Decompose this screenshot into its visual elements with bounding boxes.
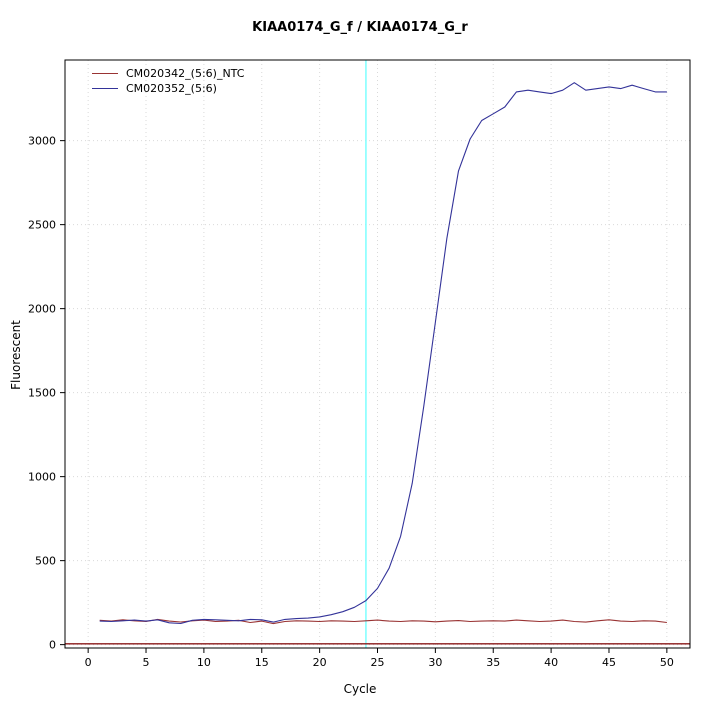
ntc-line-swatch [92,73,118,74]
x-axis-label: Cycle [343,682,377,696]
svg-text:40: 40 [544,656,558,669]
svg-text:10: 10 [197,656,211,669]
svg-text:25: 25 [371,656,385,669]
svg-text:3000: 3000 [28,135,56,148]
svg-text:1500: 1500 [28,387,56,400]
svg-text:45: 45 [602,656,616,669]
legend-item-sample: CM020352_(5:6) [92,81,244,96]
svg-text:500: 500 [35,555,56,568]
svg-text:35: 35 [486,656,500,669]
svg-text:30: 30 [428,656,442,669]
svg-text:0: 0 [85,656,92,669]
svg-text:5: 5 [143,656,150,669]
svg-text:1000: 1000 [28,471,56,484]
svg-text:50: 50 [660,656,674,669]
legend-item-ntc: CM020342_(5:6)_NTC [92,66,244,81]
svg-text:20: 20 [313,656,327,669]
sample-line-swatch [92,88,118,89]
svg-text:15: 15 [255,656,269,669]
legend-label-sample: CM020352_(5:6) [126,82,217,95]
svg-text:2500: 2500 [28,219,56,232]
svg-text:0: 0 [49,639,56,652]
chart-title: KIAA0174_G_f / KIAA0174_G_r [252,20,468,35]
svg-text:2000: 2000 [28,303,56,316]
legend: CM020342_(5:6)_NTC CM020352_(5:6) [92,66,244,96]
legend-label-ntc: CM020342_(5:6)_NTC [126,67,245,80]
